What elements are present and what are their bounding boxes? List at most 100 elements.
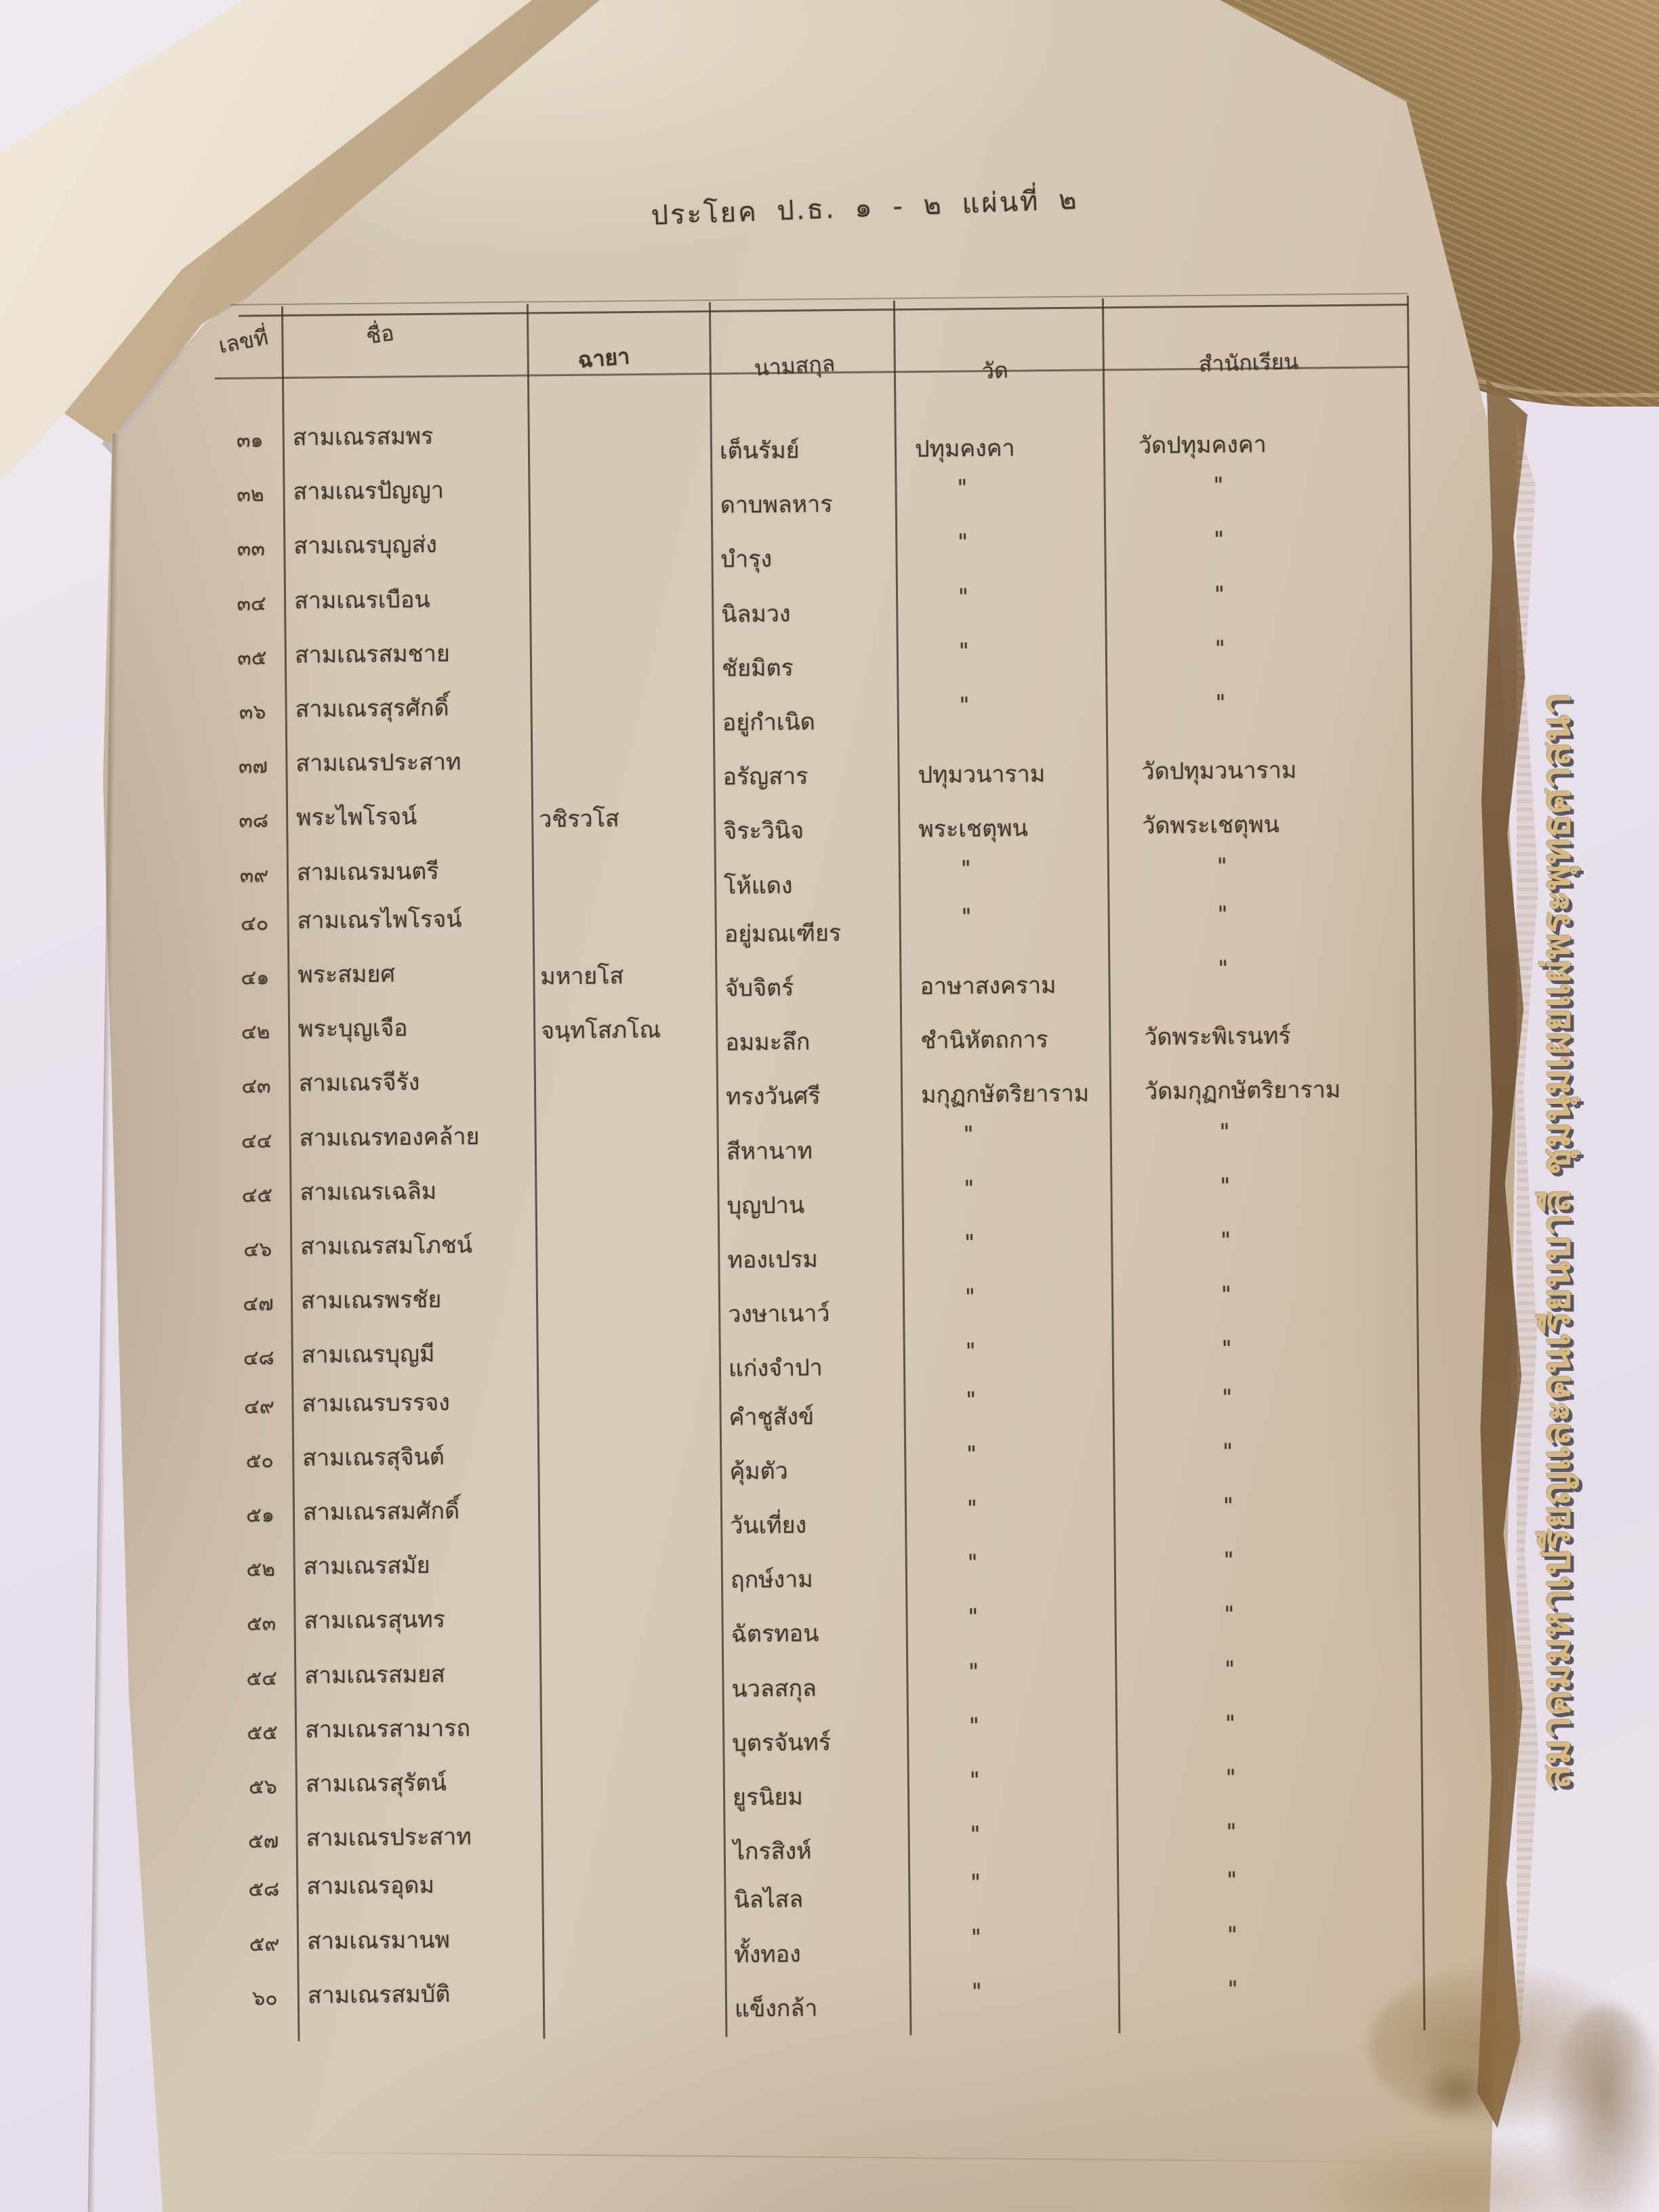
ditto-mark: " — [968, 1713, 979, 1739]
cell-name: สามเณรมนตรี — [296, 857, 439, 886]
cell-temple: อาษาสงคราม — [920, 972, 1057, 1000]
cell-surname: นิลมวง — [721, 600, 791, 628]
cell-name: สามเณรจีรัง — [298, 1069, 420, 1098]
ditto-mark: " — [960, 855, 971, 882]
cell-surname: นวลสกุล — [731, 1675, 817, 1703]
table-row: ๕๖ สามเณรสุรัตน์ ยูรนิยม " " — [0, 0, 1656, 1811]
ditto-mark: " — [1225, 1764, 1236, 1790]
cell-name: สามเณรสมัย — [303, 1552, 430, 1580]
ditto-mark: " — [1216, 853, 1227, 879]
cell-name: สามเณรสุรศักดิ์ — [295, 694, 449, 723]
cell-surname: ยูรนิยม — [732, 1783, 804, 1811]
ditto-mark: " — [1225, 1656, 1235, 1682]
table-row: ๓๕ สามเณรสมชาย ชัยมิตร " " — [0, 0, 1656, 682]
table-row: ๓๒ สามเณรปัญญา ดาบพลหาร " " — [0, 0, 1656, 519]
cell-surname: วงษาเนาว์ — [728, 1300, 830, 1328]
cell-name: สามเณรสามารถ — [304, 1715, 471, 1744]
cell-surname: แข็งกล้า — [734, 1994, 818, 2023]
page-title: ประโยค ป.ธ. ๑ - ๒ แผ่นที่ ๒ — [650, 184, 1080, 232]
cell-name: สามเณรบรรจง — [302, 1389, 450, 1418]
ditto-mark: " — [964, 1175, 975, 1202]
cell-name: สามเณรทองคล้าย — [299, 1122, 480, 1152]
ditto-mark: " — [1215, 689, 1226, 716]
table-row: ๕๗ สามเณรประสาท ไกรสิงห์ " " — [0, 0, 1656, 1866]
table-row: ๓๖ สามเณรสุรศักดิ์ อยู่กำเนิด " " — [0, 0, 1656, 737]
cell-number: ๕๘ — [248, 1877, 280, 1902]
ditto-mark: " — [1226, 1818, 1237, 1845]
cell-surname: แก่งจำปา — [728, 1354, 823, 1383]
cell-school: วัดมกุฏกษัตริยาราม — [1144, 1076, 1341, 1106]
table-row: ๕๐ สามเณรสุจินต์ คุ้มตัว " " — [0, 0, 1656, 1485]
ditto-mark: " — [969, 1767, 980, 1793]
ditto-mark: " — [968, 1603, 979, 1630]
ditto-mark: " — [1221, 1227, 1231, 1253]
cell-number: ๕๔ — [246, 1666, 278, 1691]
cell-name: สามเณรสมบัติ — [307, 1980, 451, 2009]
cell-number: ๕๓ — [246, 1612, 276, 1636]
ditto-mark: " — [970, 1869, 981, 1896]
table-row: ๓๘ พระไพโรจน์ วชิรวโส จิระวินิจ พระเชตุพน วัด… — [0, 0, 1656, 846]
table-row: ๕๓ สามเณรสุนทร ฉัตรทอน " " — [0, 0, 1656, 1648]
cell-number: ๕๕ — [247, 1720, 278, 1745]
cell-surname: ทองเปรม — [727, 1246, 818, 1274]
cell-number: ๕๒ — [246, 1557, 276, 1582]
cell-surname: นิลไสล — [733, 1886, 804, 1914]
ditto-mark: " — [971, 1978, 982, 2005]
ditto-mark: " — [1218, 955, 1229, 981]
ditto-mark: " — [1220, 1172, 1231, 1199]
column-line — [1406, 295, 1426, 2030]
cell-number: ๔๙ — [243, 1394, 275, 1419]
col-header-temple: วัด — [981, 357, 1009, 384]
cell-surname: บำรุง — [720, 546, 773, 574]
table-row: ๔๒ พระบุญเจือ จนฺทโสภโณ อมมะลึก ชำนิหัตถการ ว… — [0, 0, 1656, 1056]
cell-number: ๓๘ — [239, 808, 269, 834]
cell-temple: ปทุมคงคา — [914, 434, 1015, 464]
ditto-mark: " — [958, 638, 969, 664]
cell-surname: อมมะลึก — [725, 1028, 811, 1057]
ditto-mark: " — [958, 529, 968, 555]
col-header-surname: นามสกุล — [753, 350, 836, 382]
ditto-mark: " — [963, 1120, 974, 1147]
cell-temple: พระเชตุพน — [918, 815, 1028, 844]
cell-temple: มกุฏกษัตริยาราม — [920, 1080, 1090, 1109]
cell-surname: บุตรจันทร์ — [732, 1729, 832, 1757]
table-row: ๖๐ สามเณรสมบัติ แข็งกล้า " " — [0, 0, 1656, 2022]
column-line — [1101, 298, 1121, 2034]
ditto-mark: " — [970, 1821, 981, 1847]
cell-number: ๔๗ — [243, 1292, 274, 1316]
cell-name: สามเณรบุญมี — [301, 1340, 435, 1370]
table-row: ๔๗ สามเณรพรชัย วงษาเนาว์ " " — [0, 0, 1656, 1328]
cell-number: ๖๐ — [252, 1986, 278, 2011]
cell-surname: อยู่มณเฑียร — [724, 919, 842, 948]
gold-watermark-text: สมาคมมหาเปรียญและคนเรียนบาลี ชุมนุมเผยแผ… — [1534, 692, 1579, 1789]
table-row: ๓๑ สามเณรสมพร เต็นรัมย์ ปทุมคงคา วัดปทุมคงคา — [0, 0, 1656, 465]
cell-number: ๕๙ — [249, 1931, 280, 1957]
cell-temple: ปทุมวนาราม — [918, 760, 1046, 790]
cell-surname: ทรงวันศรี — [725, 1082, 821, 1111]
cell-number: ๔๖ — [243, 1237, 272, 1262]
ditto-mark: " — [966, 1441, 977, 1467]
paper-stain — [1416, 2060, 1498, 2121]
cell-number: ๔๐ — [240, 912, 269, 936]
cell-number: ๕๑ — [246, 1503, 275, 1528]
ditto-mark: " — [1221, 1335, 1232, 1362]
col-header-number: เลขที่ — [216, 324, 270, 359]
paper-stain — [1545, 2006, 1659, 2212]
ditto-mark: " — [968, 1658, 979, 1684]
cell-number: ๓๒ — [237, 483, 264, 507]
ditto-mark: " — [1223, 1547, 1234, 1573]
cell-name: สามเณรปัญญา — [293, 476, 445, 506]
cell-surname: วันเที่ยง — [730, 1511, 807, 1540]
ditto-mark: " — [966, 1495, 977, 1521]
cell-temple: ชำนิหัตถการ — [920, 1026, 1048, 1055]
ditto-mark: " — [1227, 1866, 1237, 1893]
table-row: ๕๕ สามเณรสามารถ บุตรจันทร์ " " — [0, 0, 1656, 1757]
cell-name: สามเณรประสาท — [306, 1823, 472, 1852]
ditto-mark: " — [961, 903, 972, 930]
ditto-mark: " — [957, 474, 968, 501]
table-row: ๔๐ สามเณรไพโรจน์ อยู่มณเฑียร " " — [0, 0, 1656, 947]
cell-surname: ฉัตรทอน — [731, 1620, 819, 1649]
cell-number: ๕๖ — [248, 1775, 277, 1799]
